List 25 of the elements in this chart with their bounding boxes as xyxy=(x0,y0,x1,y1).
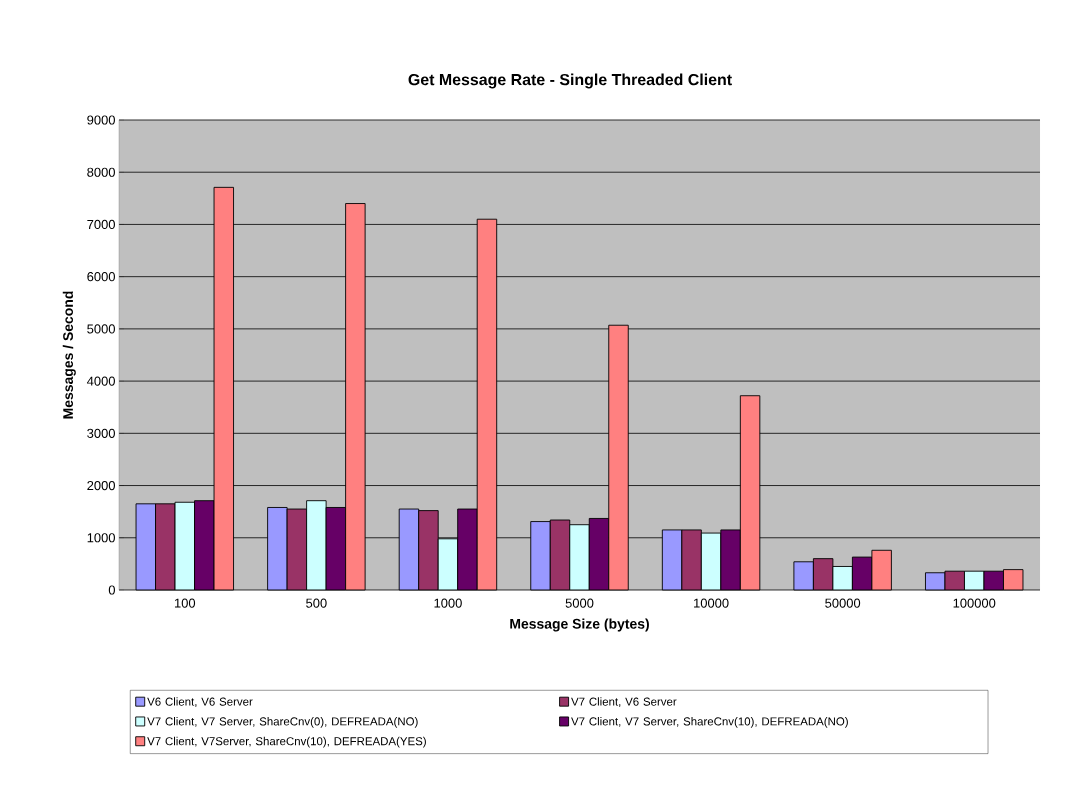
y-tick-label: 8000 xyxy=(87,167,115,177)
legend-label: V7 Client, V6 Server xyxy=(571,697,677,708)
y-tick-label: 5000 xyxy=(87,324,115,334)
x-tick-label: 1000 xyxy=(434,598,462,608)
y-tick-label: 2000 xyxy=(87,480,115,491)
x-tick-label: 5000 xyxy=(565,598,594,608)
y-tick-label: 9000 xyxy=(87,115,115,125)
x-axis-title: Message Size (bytes) xyxy=(510,618,649,632)
y-tick-label: 3000 xyxy=(87,428,115,438)
x-tick-label: 10000 xyxy=(694,598,729,608)
chart-title: Get Message Rate - Single Threaded Client xyxy=(408,73,732,89)
y-tick-label: 6000 xyxy=(87,272,115,282)
x-tick-label: 100000 xyxy=(953,598,996,608)
x-tick-label: 500 xyxy=(306,598,327,608)
legend-label: V7 Client, V7 Server, ShareCnv(10), DEFREADA(NO) xyxy=(571,717,848,728)
y-tick-label: 4000 xyxy=(86,376,115,386)
x-tick-label: 50000 xyxy=(825,598,861,608)
x-tick-label: 100 xyxy=(174,598,196,608)
legend-label: V7 Client, V7Server, ShareCnv(10), DEFREADA(YES) xyxy=(147,736,426,748)
legend-label: V6 Client, V6 Server xyxy=(147,697,253,708)
y-axis-title: Messages / Second xyxy=(62,291,76,419)
y-tick-label: 0 xyxy=(108,585,115,595)
y-tick-label: 1000 xyxy=(87,533,115,543)
y-tick-label: 7000 xyxy=(87,219,115,230)
legend-label: V7 Client, V7 Server, ShareCnv(0), DEFREADA(NO) xyxy=(147,717,418,728)
